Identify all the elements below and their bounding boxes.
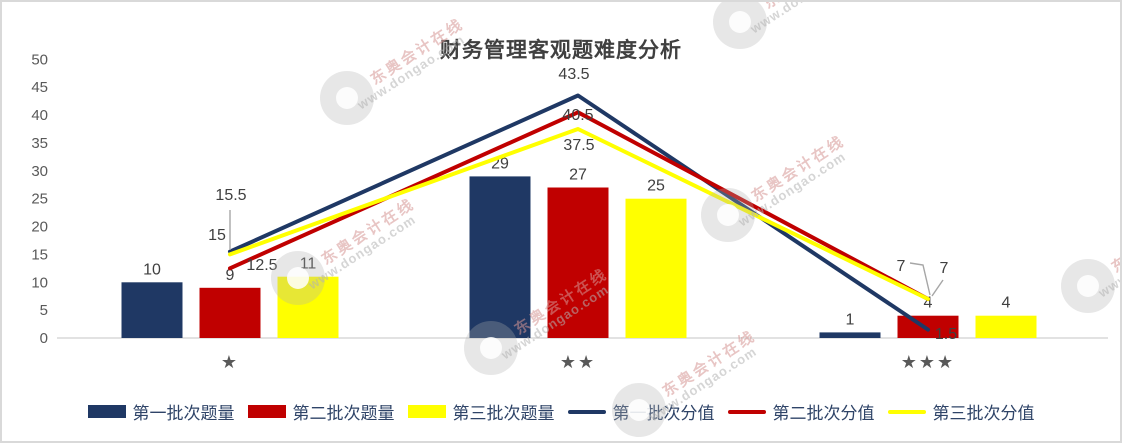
y-tick-label: 50	[31, 51, 48, 68]
x-category-label: ★	[221, 352, 239, 372]
bar-series3	[975, 315, 1037, 338]
bar-series1	[819, 332, 881, 338]
legend-item: 第一批次分值	[567, 399, 715, 424]
label-leader-line	[909, 262, 931, 296]
line-series2	[228, 110, 930, 301]
bar-series2	[199, 287, 261, 338]
line-data-label: 7	[940, 260, 949, 277]
legend-item: 第三批次题量	[407, 399, 555, 424]
legend-label: 第二批次题量	[292, 404, 395, 423]
legend-label: 第一批次题量	[132, 404, 235, 423]
bar-data-label: 9	[226, 267, 235, 284]
legend: 第一批次题量 第二批次题量 第三批次题量 第一批次分值 第二批次分值 第三批次分值	[2, 399, 1120, 424]
y-tick-label: 25	[31, 191, 48, 208]
y-tick-label: 30	[31, 163, 48, 180]
y-tick-label: 15	[31, 246, 48, 263]
line-series3	[228, 127, 930, 301]
bar-series2	[547, 187, 609, 338]
bar-series3	[625, 198, 687, 338]
bar-data-label: 4	[1002, 295, 1011, 312]
x-category-label: ★★	[560, 352, 596, 372]
chart-title: 财务管理客观题难度分析	[440, 39, 682, 62]
bar-data-label: 25	[647, 178, 665, 195]
legend-label: 第一批次分值	[612, 404, 715, 423]
line-data-label: 15.5	[215, 187, 246, 204]
y-tick-label: 0	[40, 330, 48, 347]
y-tick-label: 10	[31, 274, 48, 291]
label-leader-line	[931, 279, 944, 297]
bar-data-label: 10	[143, 261, 161, 278]
bar-series1	[121, 282, 183, 338]
legend-line-swatch-icon	[887, 409, 926, 414]
line-data-label: 12.5	[246, 257, 277, 274]
bar-data-label: 27	[569, 167, 587, 184]
legend-label: 第三批次分值	[932, 404, 1035, 423]
legend-item: 第一批次题量	[87, 399, 235, 424]
line-data-label: 40.5	[562, 107, 593, 124]
y-tick-label: 40	[31, 107, 48, 124]
x-category-label: ★★★	[901, 352, 955, 372]
y-tick-label: 20	[31, 219, 48, 236]
legend-bar-swatch-icon	[247, 405, 286, 418]
line-series1	[228, 93, 930, 332]
legend-item: 第二批次分值	[727, 399, 875, 424]
legend-line-swatch-icon	[727, 409, 766, 414]
bar-series1	[469, 176, 531, 338]
bar-data-label: 11	[300, 256, 317, 273]
legend-item: 第二批次题量	[247, 399, 395, 424]
legend-item: 第三批次分值	[887, 399, 1035, 424]
bar-series3	[277, 276, 339, 338]
y-tick-label: 5	[40, 302, 48, 319]
line-data-label: 43.5	[558, 66, 589, 83]
line-data-label: 7	[897, 258, 906, 275]
legend-bar-swatch-icon	[87, 405, 126, 418]
legend-line-swatch-icon	[567, 409, 606, 414]
y-tick-label: 35	[31, 135, 48, 152]
bar-data-label: 4	[924, 295, 933, 312]
legend-label: 第三批次题量	[452, 404, 555, 423]
legend-label: 第二批次分值	[772, 404, 875, 423]
line-data-label: 37.5	[563, 137, 594, 154]
y-tick-label: 45	[31, 79, 48, 96]
legend-bar-swatch-icon	[407, 405, 446, 418]
bar-data-label: 1	[846, 311, 855, 328]
line-data-label: 15	[208, 227, 226, 244]
line-data-label: 1.5	[935, 326, 957, 343]
